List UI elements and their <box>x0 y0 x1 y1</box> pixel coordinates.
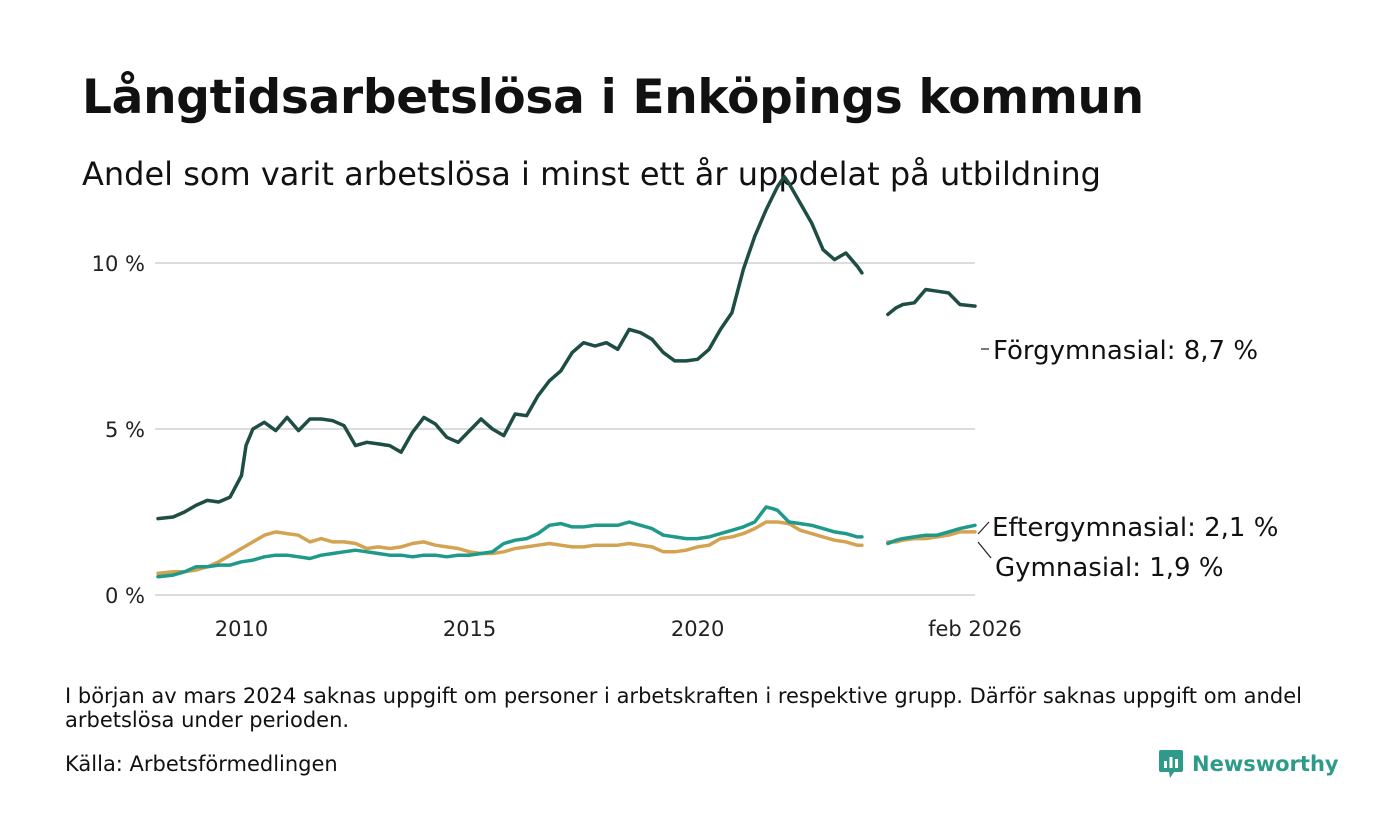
x-tick-label: 2020 <box>671 617 724 641</box>
series-line-f-rgymnasial <box>156 174 864 521</box>
gridlines <box>155 261 975 596</box>
brand-name: Newsworthy <box>1192 752 1339 776</box>
x-tick-label: 2010 <box>215 617 268 641</box>
x-axis-ticks: 2010 2015 2020 feb 2026 <box>215 617 1022 641</box>
chart-subtitle: Andel som varit arbetslösa i minst ett å… <box>82 155 1101 193</box>
y-tick-label: 10 % <box>92 252 145 276</box>
y-tick-label: 5 % <box>105 418 145 442</box>
series-line-gymnasial <box>156 520 864 576</box>
x-tick-label: feb 2026 <box>928 617 1022 641</box>
series-end-label: Eftergymnasial: 2,1 % <box>992 513 1278 543</box>
bar-chart-icon <box>1159 750 1183 778</box>
series-end-label: Förgymnasial: 8,7 % <box>993 336 1258 366</box>
y-axis-ticks: 0 % 5 % 10 % <box>92 252 145 608</box>
series-end-label: Gymnasial: 1,9 % <box>995 553 1224 583</box>
series-end-labels: Förgymnasial: 8,7 % Eftergymnasial: 2,1 %… <box>977 336 1278 583</box>
chart-title: Långtidsarbetslösa i Enköpings kommun <box>82 70 1144 125</box>
series-lines <box>156 174 977 579</box>
footnote: I början av mars 2024 saknas uppgift om … <box>65 684 1302 732</box>
source-credit: Källa: Arbetsförmedlingen <box>65 752 338 776</box>
leader-line <box>977 521 990 535</box>
series-line-eftergymnasial <box>156 505 864 579</box>
newsworthy-logo: Newsworthy <box>1158 746 1339 782</box>
series-line-eftergymnasial-after-gap <box>886 523 977 546</box>
y-tick-label: 0 % <box>105 584 145 608</box>
x-tick-label: 2015 <box>443 617 496 641</box>
leader-line <box>977 541 992 559</box>
series-line-f-rgymnasial-after-gap <box>886 287 977 317</box>
